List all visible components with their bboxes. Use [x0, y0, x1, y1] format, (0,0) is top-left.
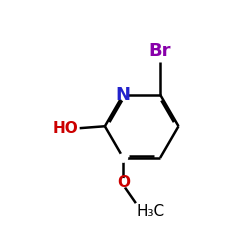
Circle shape	[118, 90, 128, 100]
Text: Br: Br	[149, 42, 171, 60]
Text: H₃C: H₃C	[137, 204, 165, 219]
Text: N: N	[116, 86, 131, 103]
Circle shape	[119, 154, 128, 162]
Text: HO: HO	[52, 121, 78, 136]
Text: O: O	[117, 176, 130, 190]
Circle shape	[119, 179, 128, 187]
